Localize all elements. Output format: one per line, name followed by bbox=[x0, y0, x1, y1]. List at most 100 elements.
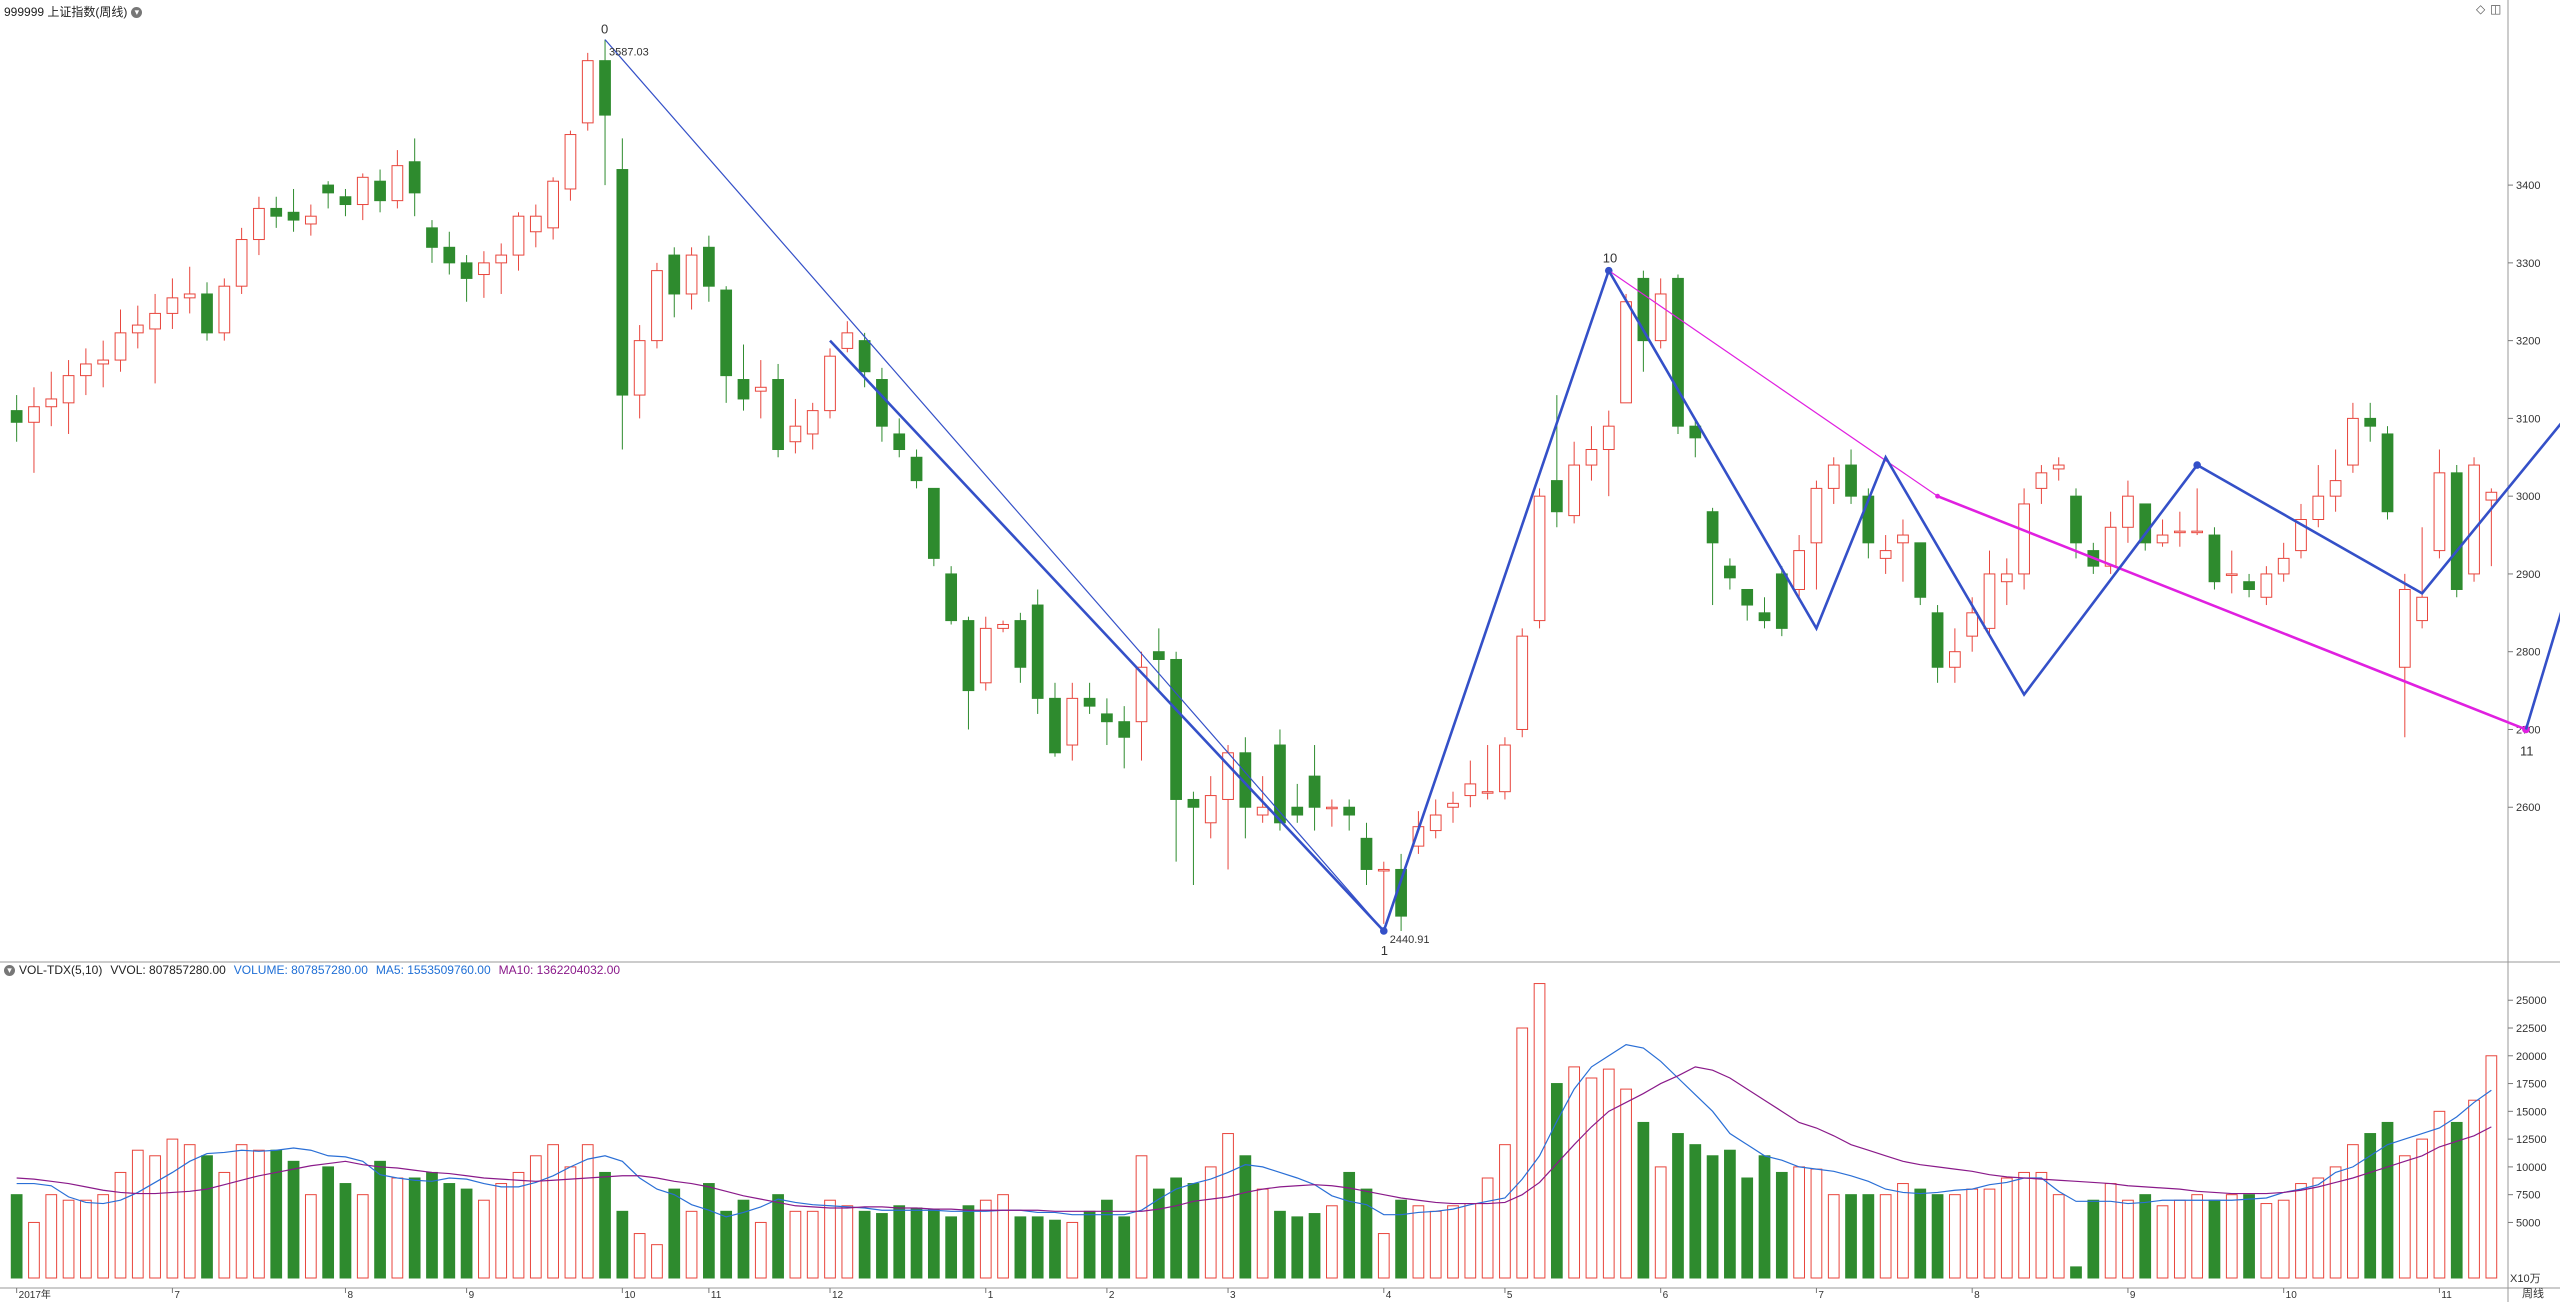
candle-body bbox=[1914, 542, 1927, 598]
candle-body bbox=[633, 340, 646, 396]
volume-bar bbox=[1308, 1213, 1321, 1279]
volume-bar bbox=[1879, 1194, 1892, 1279]
volume-bar bbox=[304, 1194, 317, 1279]
volume-bar bbox=[1793, 1166, 1805, 1279]
volume-bar bbox=[651, 1244, 663, 1279]
volume-bar bbox=[62, 1199, 75, 1279]
volume-bar bbox=[1949, 1194, 1961, 1279]
candle-body bbox=[927, 487, 940, 559]
candle-body bbox=[2191, 530, 2204, 534]
wave-label-10: 10 bbox=[1603, 251, 1617, 266]
chevron-down-circle-icon[interactable]: ▾ bbox=[4, 965, 15, 977]
candle-body bbox=[1845, 464, 1857, 497]
price-tick-label: 2800 bbox=[2516, 647, 2540, 659]
candle-body bbox=[339, 196, 352, 206]
candle-body bbox=[2312, 495, 2325, 520]
volume-bar bbox=[2173, 1199, 2186, 1279]
volume-tick-label: 7500 bbox=[2516, 1190, 2540, 1202]
period-label[interactable]: 周线 bbox=[2522, 1288, 2544, 1300]
volume-bar bbox=[1083, 1210, 1096, 1279]
restore-window-icon[interactable]: ◫ bbox=[2490, 2, 2502, 16]
volume-bar bbox=[2139, 1194, 2152, 1279]
candle-body bbox=[2139, 503, 2152, 544]
candle-body bbox=[668, 254, 681, 295]
candle-body bbox=[1897, 534, 1909, 544]
wave-line bbox=[1608, 270, 1938, 497]
candle-body bbox=[1620, 301, 1632, 404]
volume-bar bbox=[1966, 1188, 1979, 1279]
date-tick-label: 4 bbox=[1386, 1290, 1392, 1301]
candle-body bbox=[62, 375, 75, 404]
wave-line bbox=[2196, 422, 2560, 596]
volume-bar bbox=[1568, 1066, 1581, 1279]
diamond-icon[interactable]: ◇ bbox=[2476, 2, 2486, 16]
date-tick-label: 2017年 bbox=[19, 1288, 51, 1301]
candle-body bbox=[2468, 464, 2480, 575]
candle-body bbox=[1118, 721, 1131, 738]
candle-body bbox=[443, 246, 456, 264]
candle-body bbox=[1135, 666, 1148, 723]
volume-bar bbox=[1429, 1210, 1442, 1279]
candle-body bbox=[1741, 588, 1754, 606]
volume-bar bbox=[443, 1183, 456, 1279]
candle-body bbox=[374, 180, 386, 202]
volume-bar bbox=[1516, 1027, 1529, 1279]
volume-bar bbox=[2000, 1177, 2013, 1279]
candle-body bbox=[2398, 588, 2411, 668]
candle-body bbox=[1291, 806, 1304, 816]
volume-bar bbox=[1343, 1171, 1356, 1279]
price-tick-label: 3100 bbox=[2516, 413, 2540, 425]
candle-body bbox=[2122, 495, 2134, 528]
candle-body bbox=[1049, 697, 1061, 754]
date-tick-label: 5 bbox=[1507, 1290, 1513, 1301]
volume-bar bbox=[2191, 1194, 2204, 1279]
volume-bar bbox=[426, 1171, 438, 1279]
candle-body bbox=[2225, 573, 2238, 576]
candle-body bbox=[2381, 433, 2394, 513]
candle-body bbox=[2018, 503, 2030, 575]
volume-bar bbox=[685, 1210, 698, 1279]
candle-body bbox=[2070, 495, 2082, 544]
price-tick-label: 2900 bbox=[2516, 569, 2540, 581]
volume-bar bbox=[668, 1188, 681, 1279]
candle-body bbox=[703, 246, 715, 287]
volume-bar bbox=[2416, 1138, 2428, 1279]
candle-body bbox=[1516, 635, 1529, 730]
candle-body bbox=[356, 176, 369, 206]
volume-bar bbox=[1724, 1149, 1736, 1279]
candle-body bbox=[651, 270, 663, 342]
candle-body bbox=[1689, 425, 1702, 439]
volume-bar bbox=[2433, 1110, 2446, 1279]
volume-bar bbox=[512, 1171, 525, 1279]
volume-bar bbox=[45, 1194, 58, 1279]
volume-tick-label: 5000 bbox=[2516, 1217, 2540, 1229]
wave-line bbox=[2524, 611, 2560, 730]
volume-bar bbox=[581, 1144, 594, 1279]
candle-body bbox=[1239, 752, 1252, 808]
candle-body bbox=[2052, 464, 2065, 470]
volume-bar bbox=[1550, 1083, 1563, 1279]
candle-body bbox=[1724, 565, 1736, 579]
volume-bar bbox=[1585, 1077, 1598, 1279]
volume-tick-label: 10000 bbox=[2516, 1162, 2547, 1174]
volume-bar bbox=[1602, 1068, 1615, 1279]
candle-body bbox=[1066, 697, 1079, 746]
volume-bar bbox=[806, 1210, 819, 1279]
chevron-down-circle-icon[interactable]: ▾ bbox=[131, 7, 143, 19]
candle-body bbox=[2208, 534, 2221, 583]
candle-body bbox=[581, 60, 594, 124]
candle-body bbox=[1447, 802, 1459, 808]
date-tick-label: 11 bbox=[2441, 1290, 2452, 1301]
volume-bar bbox=[1706, 1155, 1719, 1279]
volume-bar bbox=[1620, 1088, 1632, 1279]
volume-tick-label: 17500 bbox=[2516, 1079, 2547, 1091]
candle-body bbox=[1879, 550, 1892, 559]
candle-body bbox=[1256, 806, 1269, 816]
date-tick-label: 7 bbox=[174, 1290, 180, 1301]
wave-line bbox=[829, 339, 1385, 932]
candle-body bbox=[824, 355, 836, 412]
volume-bar bbox=[997, 1194, 1009, 1279]
date-tick-label: 3 bbox=[1230, 1290, 1236, 1301]
